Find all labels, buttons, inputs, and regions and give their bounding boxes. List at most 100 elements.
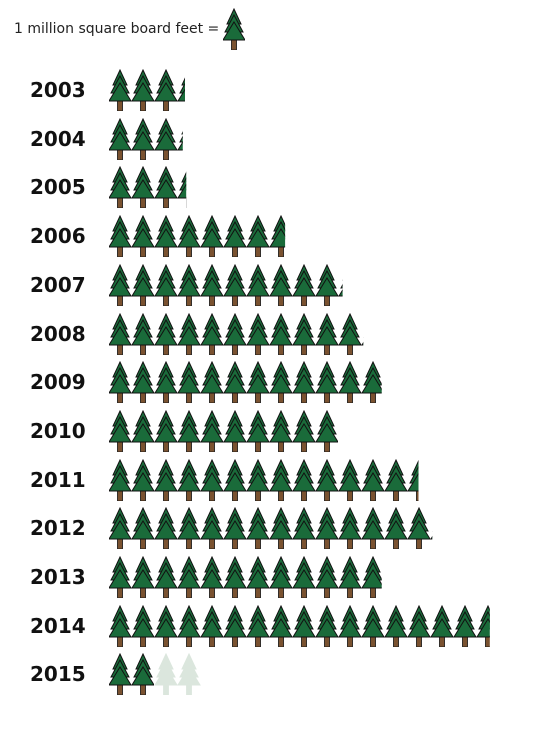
tree-icon (177, 556, 201, 598)
tree-icon (223, 263, 247, 306)
tree-icon (200, 361, 224, 404)
legend: 1 million square board feet = (14, 8, 246, 50)
tree-icon (109, 69, 132, 111)
tree-bar (109, 361, 385, 404)
tree-icon (177, 77, 186, 102)
row-2013: 2013 (0, 553, 534, 599)
tree-icon (292, 507, 316, 550)
tree-icons (109, 263, 343, 306)
tree-bar (109, 409, 339, 452)
tree-icon (131, 458, 155, 501)
tree-icon (292, 409, 316, 452)
tree-icon (269, 604, 293, 647)
tree-icon (154, 312, 178, 355)
row-2003: 2003 (0, 66, 534, 112)
tree-icon (384, 507, 408, 550)
row-2006: 2006 (0, 212, 534, 258)
tree-icon (109, 507, 132, 550)
year-label: 2003 (30, 78, 86, 102)
tree-icon-group (109, 263, 343, 306)
tree-bar (109, 312, 385, 355)
legend-text: 1 million square board feet = (14, 21, 220, 37)
tree-icon (223, 215, 247, 258)
tree-icon (338, 604, 362, 647)
year-label: 2014 (30, 613, 86, 638)
tree-icon (246, 604, 270, 647)
year-label: 2006 (30, 224, 86, 249)
tree-icon (315, 604, 339, 647)
tree-icon (154, 604, 178, 647)
tree-icons (109, 361, 382, 404)
tree-icon-group (109, 215, 286, 258)
tree-icon (154, 507, 178, 550)
tree-icon (131, 556, 155, 598)
tree-icon (315, 409, 338, 452)
tree-icon (177, 361, 201, 404)
row-2011: 2011 (0, 456, 534, 502)
year-label: 2005 (30, 175, 86, 200)
tree-icon-group (109, 458, 419, 501)
tree-icons (109, 458, 419, 501)
tree-icon (177, 215, 201, 258)
tree-icon (338, 312, 362, 355)
year-label: 2012 (30, 516, 86, 541)
year-label: 2013 (30, 565, 86, 589)
tree-icon (246, 312, 270, 355)
tree-icon (109, 409, 132, 452)
tree-icon (131, 507, 155, 550)
tree-bar (109, 556, 385, 598)
tree-icon (131, 117, 155, 160)
tree-icon (109, 653, 132, 696)
tree-icon (200, 215, 224, 258)
tree-icon (476, 604, 490, 647)
tree-icon (223, 604, 247, 647)
tree-icon (154, 69, 178, 111)
tree-icon-group (109, 507, 433, 550)
tree-icon (384, 458, 408, 501)
tree-icon (154, 117, 178, 160)
tree-icon (338, 279, 343, 297)
tree-icon-group (109, 361, 382, 404)
tree-icon (177, 458, 201, 501)
tree-icon (246, 458, 270, 501)
tree-icon (246, 361, 270, 404)
tree-bar (109, 653, 201, 696)
row-2005: 2005 (0, 163, 534, 209)
tree-icon (338, 507, 362, 550)
year-label: 2004 (30, 126, 86, 151)
tree-icon (361, 361, 382, 404)
tree-icon (109, 263, 132, 306)
tree-icon (315, 312, 339, 355)
tree-icon (131, 409, 155, 452)
tree-icon (223, 312, 247, 355)
tree-icons (109, 69, 186, 111)
year-label: 2015 (30, 662, 86, 687)
row-2008: 2008 (0, 310, 534, 356)
tree-icon (430, 604, 454, 647)
row-2007: 2007 (0, 261, 534, 307)
tree-icon (361, 458, 385, 501)
legend-tree-icon (223, 8, 246, 50)
faded-tree-icon (177, 653, 201, 696)
year-label: 2009 (30, 370, 86, 395)
tree-icon (292, 263, 316, 306)
tree-icon (338, 458, 362, 501)
tree-icon (200, 507, 224, 550)
tree-icon (223, 361, 247, 404)
faded-tree-icon (154, 653, 178, 696)
tree-icon (315, 361, 339, 404)
tree-icon (131, 263, 155, 306)
tree-icon-group (109, 556, 382, 598)
tree-icon (200, 263, 224, 306)
tree-bar (109, 166, 201, 209)
tree-icon (200, 604, 224, 647)
tree-icon (154, 166, 178, 209)
tree-icons (109, 215, 286, 258)
tree-icon (109, 166, 132, 209)
tree-icon (361, 336, 364, 345)
year-label: 2010 (30, 418, 86, 443)
tree-icons (109, 604, 490, 647)
tree-icon (246, 409, 270, 452)
tree-icon (200, 556, 224, 598)
tree-icon (177, 409, 201, 452)
